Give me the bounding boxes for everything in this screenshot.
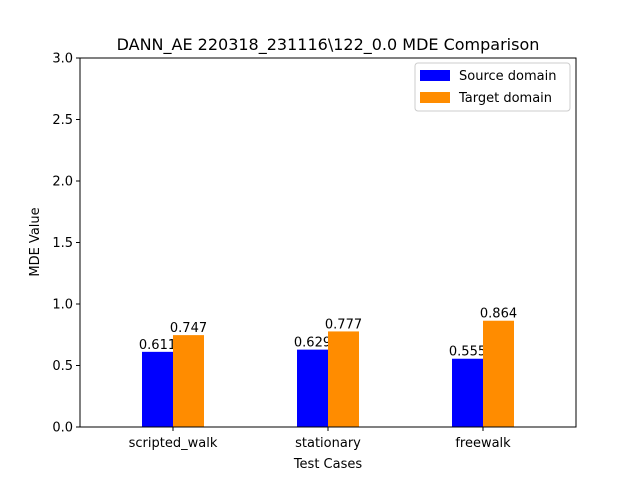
x-axis-label: Test Cases xyxy=(293,457,363,472)
bar-target-0 xyxy=(173,335,204,427)
data-label: 0.864 xyxy=(480,307,517,322)
y-axis-label: MDE Value xyxy=(28,207,43,276)
bar-target-2 xyxy=(483,320,514,427)
data-label: 0.747 xyxy=(170,321,207,336)
data-label: 0.611 xyxy=(139,338,176,353)
data-label: 0.555 xyxy=(449,345,486,360)
bar-source-2 xyxy=(452,358,483,427)
legend-label-target: Target domain xyxy=(458,91,552,106)
data-label: 0.629 xyxy=(294,336,331,351)
y-tick-label: 0.0 xyxy=(52,421,73,436)
plot-area: 0.611 0.629 0.555 0.747 0.777 0.864 0.0 0.5 1.0 1… xyxy=(52,52,577,451)
chart-title: DANN_AE 220318_231116\122_0.0 MDE Compar… xyxy=(117,35,540,55)
y-tick-label: 1.0 xyxy=(52,298,73,313)
y-tick-label: 2.5 xyxy=(52,113,73,128)
bar-source-0 xyxy=(142,351,173,427)
x-tick-label: scripted_walk xyxy=(129,436,218,451)
y-tick-label: 0.5 xyxy=(52,359,73,374)
legend-swatch-source xyxy=(420,70,450,81)
legend-box xyxy=(414,62,571,112)
legend-label-source: Source domain xyxy=(459,69,556,84)
y-tick-label: 1.5 xyxy=(52,236,73,251)
y-tick-label: 2.0 xyxy=(52,175,73,190)
legend-swatch-target xyxy=(420,92,450,103)
y-tick-label: 3.0 xyxy=(52,52,73,67)
data-label: 0.777 xyxy=(325,317,362,332)
bar-source-1 xyxy=(297,349,328,427)
x-tick-label: stationary xyxy=(295,436,361,451)
bar-target-1 xyxy=(328,331,359,427)
x-tick-label: freewalk xyxy=(455,436,511,451)
